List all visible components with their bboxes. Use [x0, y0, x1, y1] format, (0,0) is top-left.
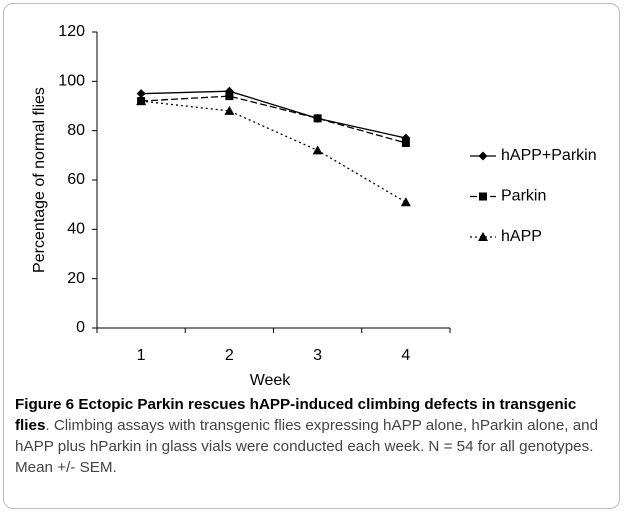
- x-axis-label: Week: [250, 372, 292, 389]
- figure-frame: [3, 3, 620, 509]
- legend-marker: [478, 151, 488, 161]
- y-tick-label: 120: [58, 23, 85, 40]
- y-axis-label: Percentage of normal flies: [31, 87, 48, 273]
- chart: Week Percentage of normal flies 0 20 40 60 8…: [31, 23, 597, 389]
- caption-title: Ectopic Parkin rescues hAPP-induced clim…: [15, 396, 577, 434]
- data-point: [136, 96, 147, 106]
- series-line: [141, 95, 407, 144]
- series-line: [141, 90, 407, 139]
- y-tick-label: 100: [58, 73, 85, 90]
- legend-marker: [478, 232, 488, 241]
- legend-label: hAPP+Parkin: [501, 147, 597, 164]
- caption: Figure 6 Ectopic Parkin rescues hAPP-ind…: [15, 394, 615, 478]
- data-point: [313, 114, 322, 123]
- data-point: [312, 145, 323, 155]
- data-point: [136, 89, 146, 99]
- caption-label: Figure 6: [15, 396, 75, 413]
- data-point: [224, 105, 235, 115]
- y-tick-label: 80: [67, 122, 85, 139]
- y-tick-label: 60: [67, 171, 85, 188]
- y-tick-label: 0: [76, 319, 85, 336]
- legend-marker: [479, 192, 487, 201]
- y-tick-label: 20: [67, 270, 85, 287]
- x-tick-label: 3: [313, 347, 322, 364]
- data-point: [225, 92, 234, 101]
- legend-label: Parkin: [501, 188, 546, 205]
- data-point: [401, 139, 410, 147]
- x-tick-label: 4: [401, 347, 410, 364]
- x-tick-label: 2: [225, 347, 234, 364]
- legend-label: hAPP: [501, 228, 542, 245]
- caption-text: . Climbing assays with transgenic flies …: [15, 417, 599, 476]
- x-tick-label: 1: [137, 347, 146, 364]
- series-line: [141, 100, 407, 203]
- data-point: [400, 197, 411, 207]
- y-tick-label: 40: [67, 221, 85, 238]
